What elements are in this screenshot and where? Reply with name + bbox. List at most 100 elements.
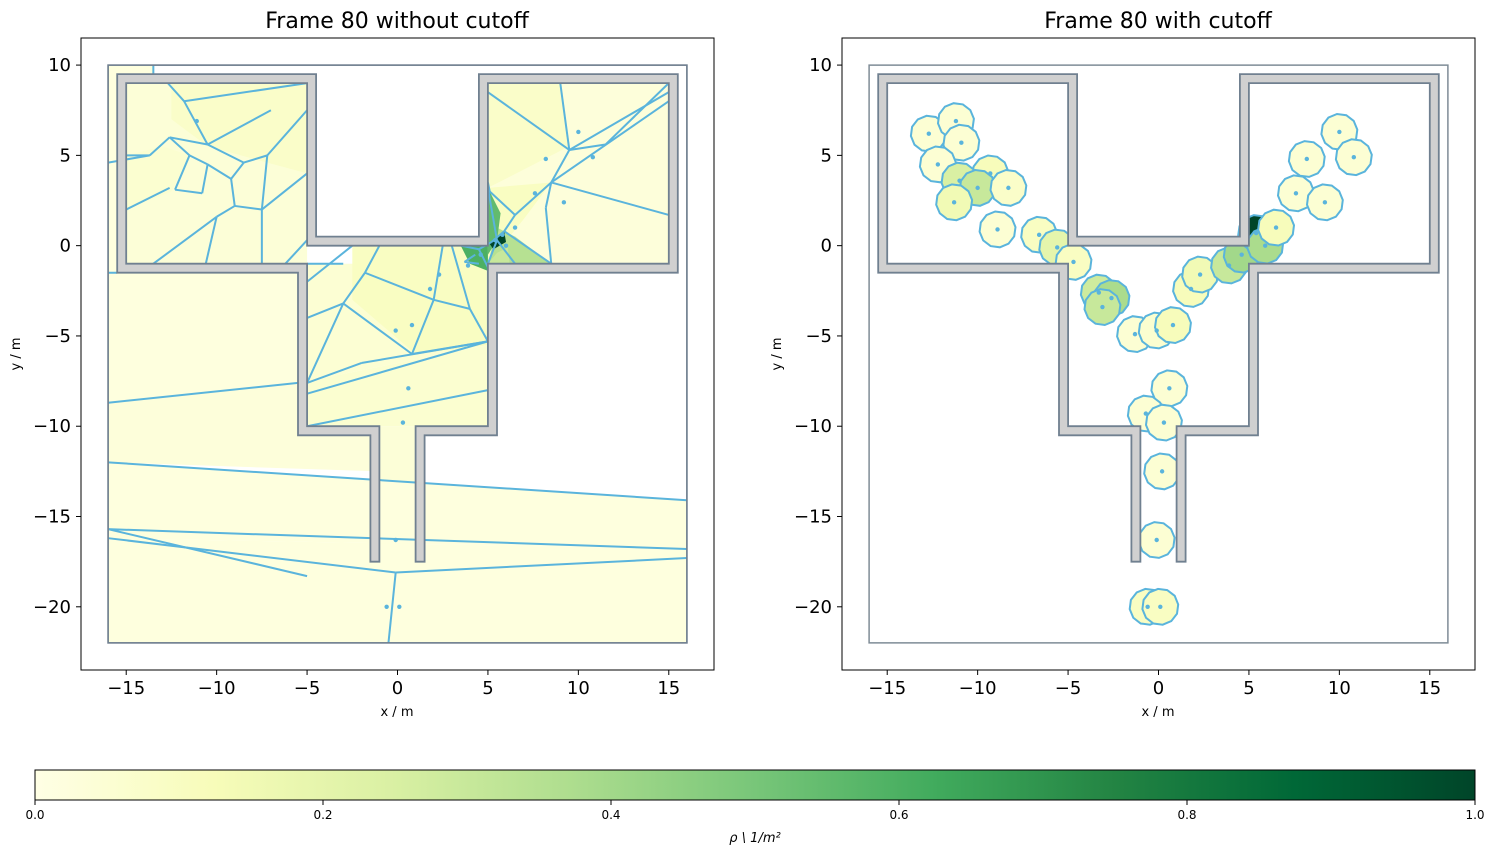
pedestrian-point (1096, 290, 1102, 295)
voronoi-edge (487, 91, 570, 151)
y-ticks: 10 5 0 −5 −10 −15 −20 (794, 55, 842, 618)
pedestrian-point (1170, 322, 1176, 328)
pedestrian-point (393, 537, 398, 543)
voronoi-cell (108, 538, 687, 643)
pedestrian-point (951, 200, 957, 205)
voronoi-edge (486, 239, 498, 265)
pedestrian-points (194, 118, 596, 609)
pedestrian-point (1226, 263, 1232, 268)
x-tick-label: 5 (482, 678, 493, 699)
left-plot: Frame 80 without cutoff −15 −10 −5 0 5 10 15 1… (9, 9, 715, 720)
voronoi-edge (234, 204, 262, 211)
pedestrian-point (935, 162, 941, 167)
left-plot-title: Frame 80 without cutoff (265, 9, 529, 34)
y-tick-label: −10 (794, 416, 832, 437)
right-x-axis-label: x / m (1141, 705, 1174, 720)
y-tick-label: −15 (794, 507, 832, 528)
voronoi-edge (201, 164, 209, 194)
pedestrian-point (500, 232, 505, 238)
voronoi-edge (261, 172, 308, 211)
pedestrian-point (465, 263, 471, 268)
voronoi-edge (486, 187, 498, 241)
pedestrian-point (436, 272, 442, 277)
voronoi-edge (207, 143, 245, 164)
voronoi-edge (468, 308, 489, 342)
x-tick-label: 5 (1243, 678, 1254, 699)
voronoi-edge (463, 253, 476, 263)
pedestrian-point (492, 238, 498, 243)
voronoi-edge (108, 461, 687, 502)
colorbar-tick-label: 1.0 (1465, 808, 1484, 822)
voronoi-edge (230, 178, 236, 207)
y-tick-label: −20 (33, 597, 71, 618)
voronoi-edge (503, 230, 552, 265)
pedestrian-point (957, 178, 962, 183)
geometry (107, 64, 688, 644)
pedestrian-point (1273, 225, 1279, 230)
voronoi-edge (395, 557, 687, 574)
x-tick-label: 10 (1328, 678, 1351, 699)
voronoi-edge (411, 340, 489, 355)
pedestrian-point (427, 286, 433, 292)
x-tick-label: −15 (868, 678, 906, 699)
voronoi-edge (604, 82, 670, 146)
pedestrian-point (995, 227, 1000, 232)
pedestrian-point (1239, 252, 1244, 257)
room-outline (107, 64, 688, 644)
y-tick-label: 0 (821, 236, 832, 257)
pedestrian-point (400, 420, 406, 425)
voronoi-edge (364, 245, 381, 274)
voronoi-edge (364, 271, 435, 301)
voronoi-edge (306, 389, 489, 428)
pedestrian-point (1006, 185, 1011, 191)
voronoi-cell (487, 247, 510, 264)
pedestrian-point (478, 252, 483, 257)
voronoi-edge (108, 154, 150, 164)
voronoi-edge (433, 298, 471, 310)
left-y-axis-label: y / m (9, 337, 24, 370)
voronoi-edge (125, 186, 171, 211)
pedestrian-point (1109, 295, 1114, 301)
y-ticks: 10 5 0 −5 −10 −15 −20 (33, 55, 81, 618)
pedestrian-point (1253, 230, 1259, 236)
voronoi-cells (108, 65, 687, 643)
voronoi-edge (174, 188, 203, 195)
pedestrian-point (1322, 200, 1328, 205)
voronoi-edge (306, 340, 489, 395)
colorbar-label: ρ \ 1/m² (729, 831, 780, 846)
pedestrian-point (1071, 259, 1076, 265)
x-tick-label: −5 (1055, 678, 1082, 699)
voronoi-edge (496, 239, 516, 265)
walkable-boundary (868, 64, 1449, 644)
voronoi-edge (450, 245, 471, 310)
colorbar-ticks: 0.0 0.2 0.4 0.6 0.8 1.0 (25, 800, 1485, 822)
voronoi-edge (568, 91, 670, 151)
colorbar-tick-label: 0.6 (889, 808, 908, 822)
y-tick-label: 0 (60, 236, 71, 257)
voronoi-cell (126, 146, 190, 210)
voronoi-cell (307, 345, 488, 427)
pedestrian-point (1167, 386, 1172, 391)
y-tick-label: −5 (805, 326, 832, 347)
x-tick-label: 10 (567, 678, 590, 699)
pedestrian-point (1145, 604, 1150, 609)
right-y-axis-label: y / m (770, 337, 785, 370)
pedestrian-points (926, 118, 1357, 609)
voronoi-edge (411, 299, 435, 355)
pedestrian-point (1159, 469, 1165, 474)
wall (116, 73, 679, 563)
voronoi-edge (260, 155, 269, 210)
voronoi-edge (569, 143, 606, 151)
left-x-axis-label: x / m (380, 705, 413, 720)
voronoi-edge (183, 82, 308, 103)
pedestrian-point (384, 604, 389, 609)
voronoi-edge (559, 83, 571, 151)
pedestrian-point (561, 200, 567, 205)
voronoi-edge (514, 181, 552, 216)
voronoi-cell (352, 245, 488, 354)
voronoi-edge (544, 207, 553, 264)
voronoi-edge (243, 154, 268, 164)
pedestrian-point (1161, 420, 1167, 425)
voronoi-edge (167, 82, 185, 102)
voronoi-edge (108, 528, 308, 578)
